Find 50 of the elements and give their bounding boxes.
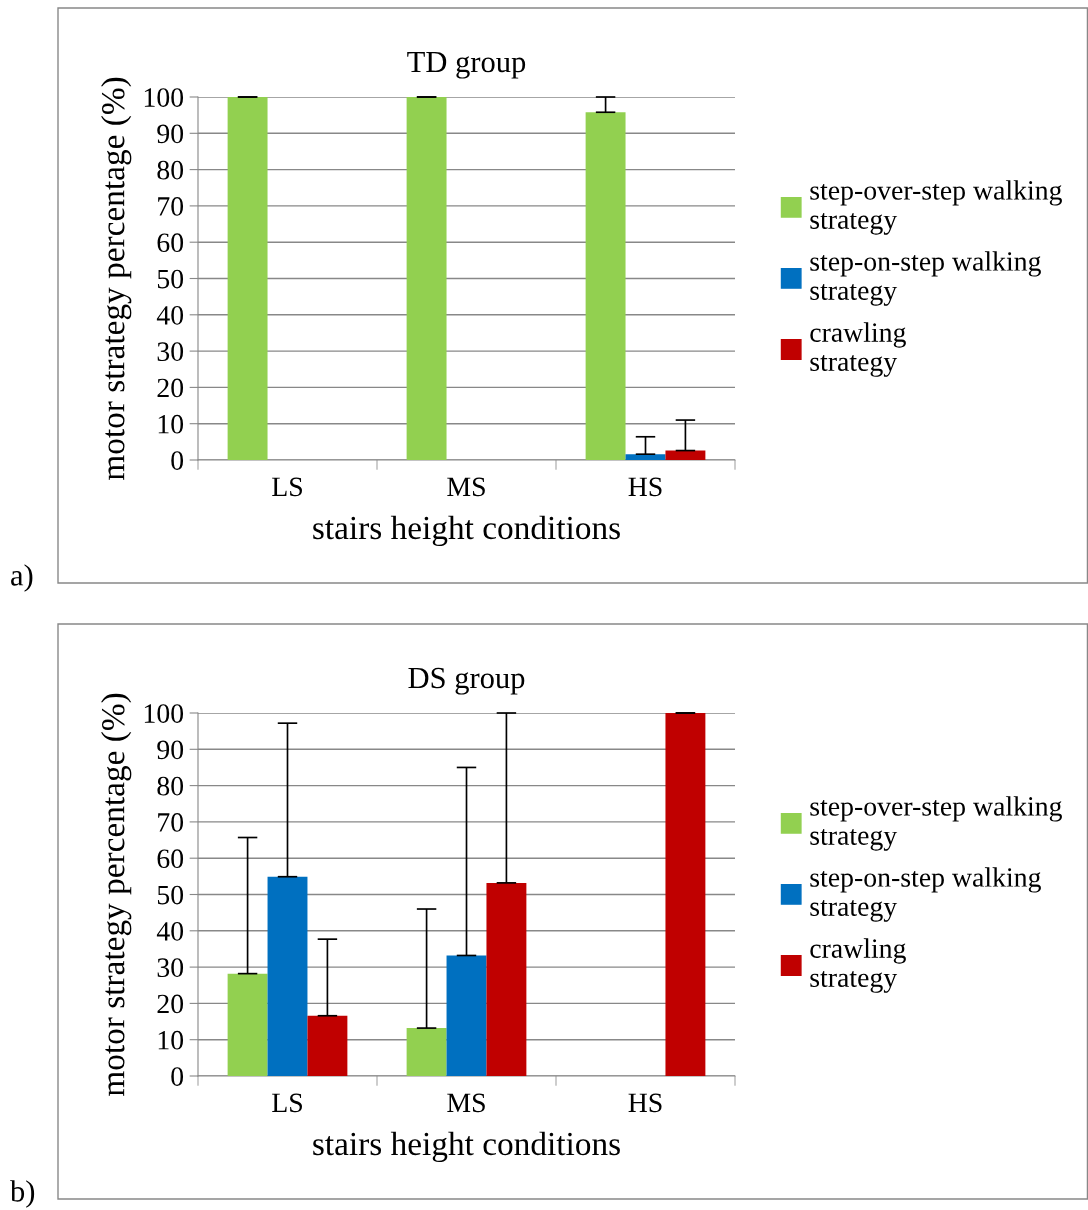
bar — [665, 450, 706, 460]
y-tick-label: 80 — [157, 160, 184, 180]
legend-label: crawling strategy — [810, 322, 906, 377]
y-tick-label: 20 — [157, 994, 184, 1014]
text: b) — [10, 1180, 35, 1208]
y-tick-label: 70 — [158, 813, 184, 832]
y-tick-label: 100 — [144, 88, 184, 107]
x-tick-label: LS — [272, 1093, 302, 1113]
y-tick-label: 0 — [171, 451, 184, 470]
y-tick-label: 50 — [157, 269, 184, 289]
bar — [406, 1028, 447, 1076]
y-tick-label: 100 — [144, 704, 184, 723]
bar — [227, 97, 268, 460]
x-tick-label: LS — [272, 477, 302, 497]
y-tick-label: 30 — [157, 342, 184, 362]
y-tick-label: 10 — [158, 1030, 184, 1050]
y-axis-title: motor strategy percentage (%) — [101, 693, 132, 1097]
y-tick-label: 90 — [157, 740, 184, 760]
bar — [665, 713, 706, 1076]
y-tick-label: 40 — [156, 921, 184, 941]
chart-title: TD group — [407, 51, 526, 79]
bar — [307, 1015, 348, 1076]
y-tick-label: 90 — [157, 124, 184, 144]
y-tick-label: 50 — [157, 885, 184, 905]
x-tick-label: MS — [447, 477, 485, 497]
y-axis-title: motor strategy percentage (%) — [101, 77, 132, 481]
bar — [625, 454, 666, 460]
bar — [267, 876, 308, 1076]
x-axis-title: stairs height conditions — [313, 1131, 620, 1163]
chart-title: DS group — [408, 667, 525, 695]
x-tick-label: HS — [628, 1093, 662, 1113]
x-axis-title: stairs height conditions — [313, 515, 620, 547]
bar — [446, 955, 487, 1076]
y-tick-label: 60 — [157, 233, 184, 253]
y-tick-label: 20 — [157, 378, 184, 398]
bar — [585, 112, 626, 460]
y-tick-label: 10 — [158, 414, 184, 434]
text: a) — [11, 564, 33, 592]
y-tick-label: 40 — [156, 305, 184, 325]
x-tick-label: HS — [628, 477, 662, 497]
y-tick-label: 80 — [157, 776, 184, 796]
legend-label: crawling strategy — [810, 938, 906, 993]
bar — [406, 97, 447, 460]
x-tick-label: MS — [447, 1093, 485, 1113]
y-tick-label: 30 — [157, 958, 184, 978]
bar — [486, 882, 527, 1076]
y-tick-label: 70 — [158, 197, 184, 216]
y-tick-label: 0 — [171, 1067, 184, 1086]
bar — [227, 973, 268, 1076]
y-tick-label: 60 — [157, 849, 184, 869]
